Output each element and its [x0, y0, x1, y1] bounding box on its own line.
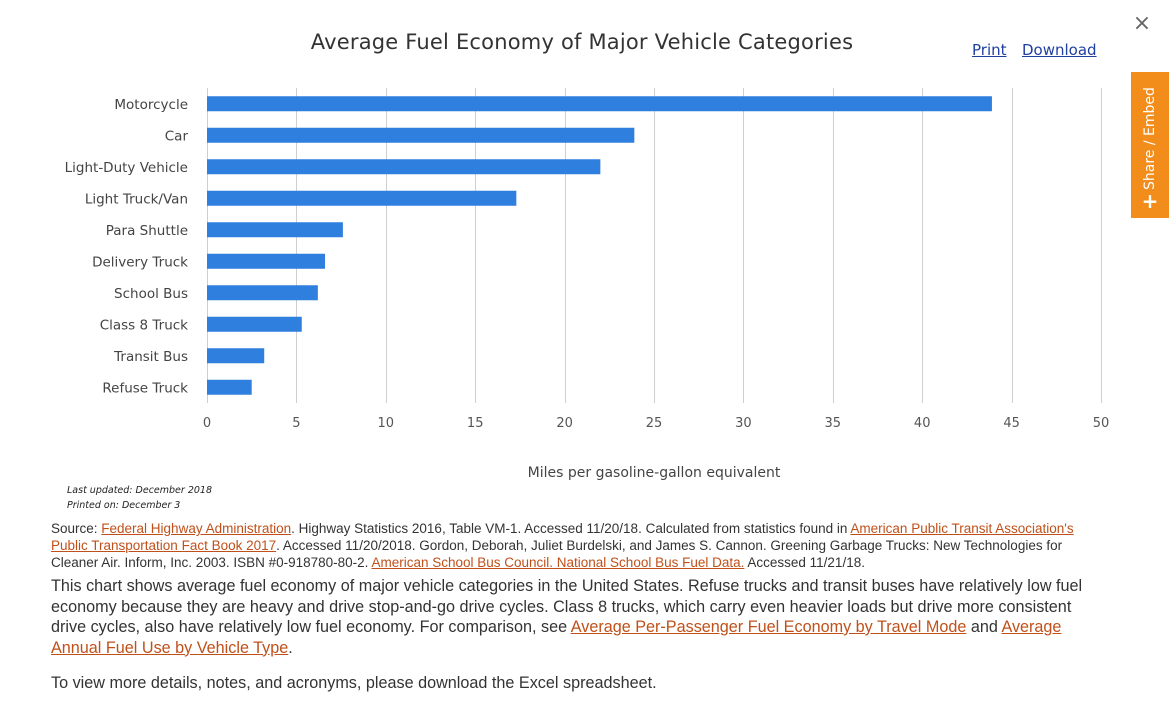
chart-description: This chart shows average fuel economy of…: [51, 576, 1101, 658]
x-tick-label: 35: [825, 416, 842, 431]
x-tick-labels: 0 5 10 15 20 25 30 35 40 45 50: [203, 416, 1109, 431]
source-text-2: . Accessed 11/20/2018. Gordon, Deborah, …: [51, 538, 1063, 570]
x-tick-label: 15: [467, 416, 484, 431]
description-text-1: This chart shows average fuel economy of…: [51, 577, 1083, 636]
print-link[interactable]: Print: [972, 41, 1007, 59]
description-link-annual-fuel-use[interactable]: Average Annual Fuel Use by Vehicle Type: [51, 618, 1062, 657]
share-embed-button[interactable]: Share / Embed +: [1131, 72, 1169, 218]
bars: [207, 96, 992, 395]
category-label: Car: [165, 128, 189, 144]
category-labels: Motorcycle Car Light-Duty Vehicle Light Tru…: [65, 97, 189, 397]
download-link[interactable]: Download: [1022, 41, 1097, 59]
bar: [207, 285, 318, 301]
spreadsheet-note: To view more details, notes, and acronym…: [51, 674, 657, 692]
bar: [207, 127, 635, 143]
meta-info: Last updated: December 2018 Printed on: …: [67, 483, 212, 513]
bar: [207, 190, 517, 206]
bar: [207, 159, 601, 175]
category-label: Transit Bus: [113, 349, 188, 365]
source-text-3: Accessed 11/21/18.: [744, 555, 865, 570]
category-label: Para Shuttle: [106, 223, 188, 239]
source-link-fhwa[interactable]: Federal Highway Administration: [101, 521, 292, 536]
x-tick-label: 30: [735, 416, 752, 431]
bar: [207, 96, 992, 112]
category-label: Light Truck/Van: [85, 191, 188, 207]
x-axis-label: Miles per gasoline-gallon equivalent: [528, 465, 781, 481]
description-link-per-passenger[interactable]: Average Per-Passenger Fuel Economy by Tr…: [570, 618, 967, 636]
x-tick-label: 50: [1093, 416, 1110, 431]
close-icon[interactable]: ×: [1132, 11, 1152, 36]
source-text-1: . Highway Statistics 2016, Table VM-1. A…: [291, 521, 851, 536]
x-tick-label: 10: [378, 416, 395, 431]
description-text-3: .: [288, 638, 293, 657]
x-tick-label: 45: [1003, 416, 1020, 431]
category-label: School Bus: [114, 286, 188, 302]
x-tick-label: 40: [914, 416, 931, 431]
printed-on: Printed on: December 3: [67, 500, 181, 511]
x-tick-label: 25: [646, 416, 663, 431]
bar: [207, 253, 326, 269]
plus-icon: +: [1141, 189, 1159, 213]
chart-title: Average Fuel Economy of Major Vehicle Ca…: [310, 30, 854, 54]
x-tick-label: 0: [203, 416, 211, 431]
bar: [207, 316, 302, 332]
category-label: Class 8 Truck: [100, 317, 188, 333]
bar-chart: Motorcycle Car Light-Duty Vehicle Light Tru…: [65, 88, 1109, 481]
source-link-apta[interactable]: American Public Transit Association's Pu…: [51, 521, 1074, 553]
source-link-school-bus[interactable]: American School Bus Council. National Sc…: [371, 555, 745, 570]
x-tick-label: 20: [556, 416, 573, 431]
bar: [207, 379, 252, 395]
x-tick-label: 5: [292, 416, 300, 431]
source-prefix: Source:: [51, 521, 102, 536]
bar: [207, 222, 343, 238]
last-updated: Last updated: December 2018: [67, 485, 212, 496]
category-label: Light-Duty Vehicle: [65, 160, 188, 176]
source-citation: Source: Federal Highway Administration. …: [51, 520, 1101, 571]
category-label: Refuse Truck: [102, 380, 188, 396]
category-label: Motorcycle: [114, 97, 188, 113]
category-label: Delivery Truck: [92, 254, 188, 270]
description-text-2: and: [966, 618, 1002, 636]
bar: [207, 348, 265, 364]
